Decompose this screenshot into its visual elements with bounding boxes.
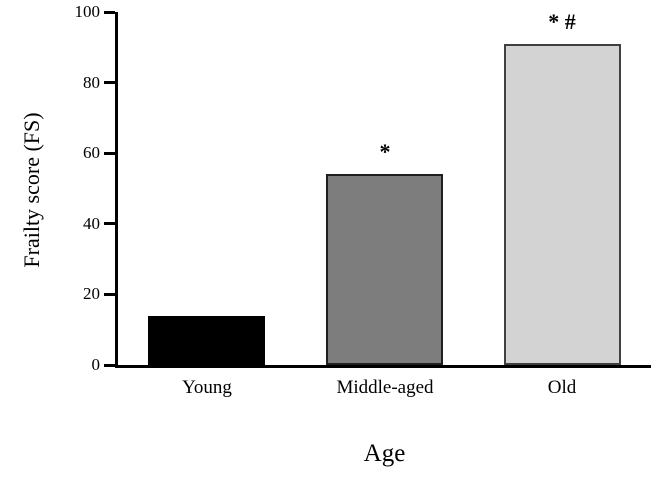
plot-area: 0 20 40 60 80 100 Young * Middle-aged * # Old bbox=[75, 2, 651, 398]
y-axis-tick bbox=[104, 293, 115, 296]
x-category-label-old: Old bbox=[547, 377, 577, 398]
y-axis-tick-label: 80 bbox=[83, 73, 100, 92]
y-axis-tick bbox=[104, 222, 115, 225]
y-axis-tick bbox=[104, 152, 115, 155]
y-axis-tick bbox=[104, 364, 115, 367]
y-axis-tick-label: 40 bbox=[83, 214, 100, 233]
x-axis-title: Age bbox=[363, 440, 406, 467]
bar-old bbox=[504, 44, 621, 365]
y-axis-tick-label: 20 bbox=[83, 284, 100, 303]
y-axis-tick-label: 60 bbox=[83, 143, 100, 162]
y-axis-tick-label: 100 bbox=[74, 2, 101, 21]
y-axis-tick-label: 0 bbox=[91, 355, 101, 374]
y-axis-title-text: Frailty score (FS) bbox=[19, 112, 44, 268]
x-axis-line bbox=[115, 365, 651, 368]
bar-middle-aged bbox=[326, 174, 443, 365]
significance-annotation: * bbox=[379, 139, 391, 164]
y-axis-tick bbox=[104, 81, 115, 84]
significance-annotation: * # bbox=[548, 9, 576, 34]
bar-young bbox=[148, 316, 265, 365]
x-category-label-young: Young bbox=[182, 377, 232, 398]
x-category-label-middle-aged: Middle-aged bbox=[336, 377, 434, 398]
y-axis-tick bbox=[104, 11, 115, 14]
y-axis-line bbox=[115, 12, 118, 368]
